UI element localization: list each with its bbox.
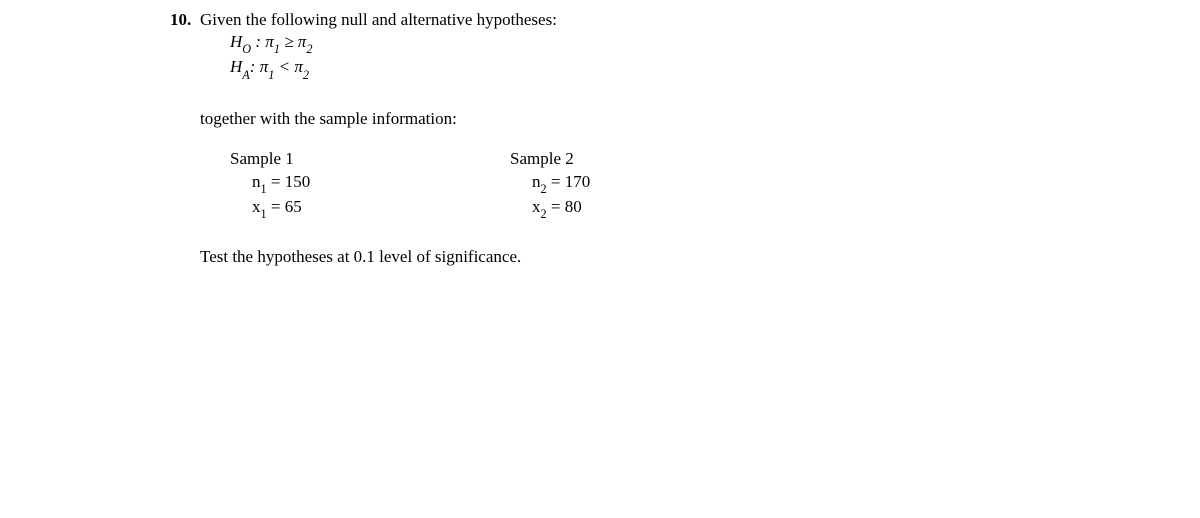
h0-colon: : [251, 32, 265, 51]
ha-symbol: H [230, 57, 242, 76]
x2-label: x [532, 197, 541, 216]
x2-value: = 80 [547, 197, 582, 216]
pi2b-sub: 2 [303, 68, 309, 82]
x1-value: = 65 [267, 197, 302, 216]
pi2-sub: 2 [306, 42, 312, 56]
h0-subscript: O [242, 42, 251, 56]
h0-symbol: H [230, 32, 242, 51]
sample1-n: n1 = 150 [252, 171, 510, 196]
sample2-title: Sample 2 [510, 149, 790, 169]
x1-label: x [252, 197, 261, 216]
test-instruction: Test the hypotheses at 0.1 level of sign… [200, 247, 870, 267]
n2-label: n [532, 172, 541, 191]
x2-sub: 2 [541, 207, 547, 221]
sample1-data: n1 = 150 x1 = 65 [230, 171, 510, 221]
problem-container: 10. Given the following null and alterna… [0, 0, 870, 267]
sample2-data: n2 = 170 x2 = 80 [510, 171, 790, 221]
n2-sub: 2 [541, 182, 547, 196]
question-body: Given the following null and alternative… [200, 10, 870, 267]
sample2-x: x2 = 80 [532, 196, 790, 221]
prompt-text: Given the following null and alternative… [200, 10, 870, 30]
ha-colon: : [250, 57, 260, 76]
pi1-symbol: π [265, 32, 274, 51]
samples-row: Sample 1 n1 = 150 x1 = 65 Sample 2 n2 = … [200, 149, 870, 221]
pi1b-sub: 1 [268, 68, 274, 82]
hypotheses-block: HO : π1 ≥ π2 HA: π1 < π2 [200, 32, 870, 81]
n1-label: n [252, 172, 261, 191]
sample2-column: Sample 2 n2 = 170 x2 = 80 [510, 149, 790, 221]
together-text: together with the sample information: [200, 109, 870, 129]
sample1-x: x1 = 65 [252, 196, 510, 221]
sample2-n: n2 = 170 [532, 171, 790, 196]
ge-symbol: ≥ [280, 32, 298, 51]
pi1b-symbol: π [260, 57, 269, 76]
n1-sub: 1 [261, 182, 267, 196]
ha-subscript: A [242, 68, 249, 82]
question-row: 10. Given the following null and alterna… [170, 10, 870, 267]
sample1-title: Sample 1 [230, 149, 510, 169]
pi2b-symbol: π [294, 57, 303, 76]
alt-hypothesis: HA: π1 < π2 [230, 57, 870, 80]
pi1-sub: 1 [274, 42, 280, 56]
n2-value: = 170 [547, 172, 591, 191]
question-number: 10. [170, 10, 200, 30]
lt-symbol: < [274, 57, 294, 76]
sample1-column: Sample 1 n1 = 150 x1 = 65 [230, 149, 510, 221]
x1-sub: 1 [261, 207, 267, 221]
null-hypothesis: HO : π1 ≥ π2 [230, 32, 870, 55]
n1-value: = 150 [267, 172, 311, 191]
